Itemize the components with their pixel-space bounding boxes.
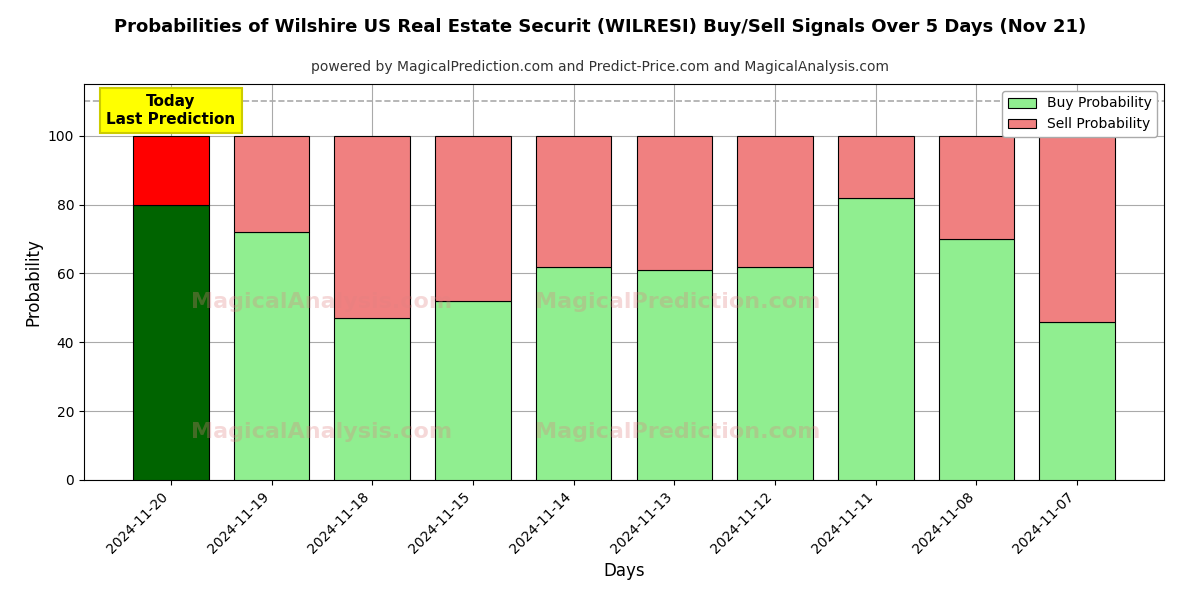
Text: MagicalAnalysis.com: MagicalAnalysis.com <box>191 292 452 312</box>
Y-axis label: Probability: Probability <box>24 238 42 326</box>
Bar <box>536 266 612 480</box>
Legend: Buy Probability, Sell Probability: Buy Probability, Sell Probability <box>1002 91 1157 137</box>
Text: powered by MagicalPrediction.com and Predict-Price.com and MagicalAnalysis.com: powered by MagicalPrediction.com and Pre… <box>311 60 889 74</box>
Bar <box>636 270 712 480</box>
Text: MagicalPrediction.com: MagicalPrediction.com <box>535 292 821 312</box>
Bar <box>234 232 310 480</box>
Bar <box>335 318 410 480</box>
Text: MagicalPrediction.com: MagicalPrediction.com <box>535 422 821 442</box>
Bar <box>737 266 812 480</box>
Bar <box>636 136 712 270</box>
Bar <box>133 205 209 480</box>
X-axis label: Days: Days <box>604 562 644 580</box>
Text: Today
Last Prediction: Today Last Prediction <box>107 94 235 127</box>
Text: Probabilities of Wilshire US Real Estate Securit (WILRESI) Buy/Sell Signals Over: Probabilities of Wilshire US Real Estate… <box>114 18 1086 36</box>
Bar <box>133 136 209 205</box>
Bar <box>335 136 410 318</box>
Bar <box>234 136 310 232</box>
Bar <box>938 239 1014 480</box>
Bar <box>737 136 812 266</box>
Bar <box>938 136 1014 239</box>
Bar <box>838 197 913 480</box>
Bar <box>1039 322 1115 480</box>
Bar <box>838 136 913 197</box>
Bar <box>436 136 511 301</box>
Bar <box>536 136 612 266</box>
Text: MagicalAnalysis.com: MagicalAnalysis.com <box>191 422 452 442</box>
Bar <box>1039 136 1115 322</box>
Bar <box>436 301 511 480</box>
